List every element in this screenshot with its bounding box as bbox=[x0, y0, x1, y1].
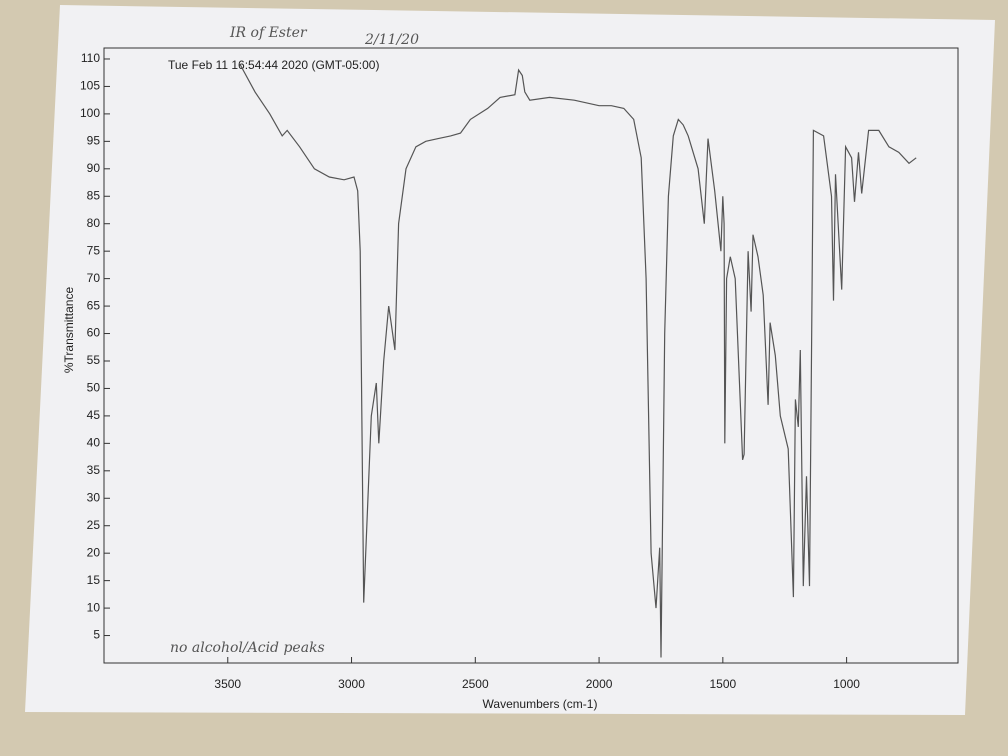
y-tick-label: 20 bbox=[87, 545, 101, 559]
y-tick-label: 85 bbox=[87, 188, 101, 202]
y-tick-label: 110 bbox=[81, 51, 100, 65]
handwritten-title: IR of Ester bbox=[229, 25, 308, 41]
x-axis-label: Wavenumbers (cm-1) bbox=[483, 697, 598, 711]
y-tick-label: 100 bbox=[80, 106, 100, 120]
y-tick-label: 105 bbox=[80, 79, 100, 93]
y-tick-label: 25 bbox=[87, 518, 101, 532]
x-tick-label: 2000 bbox=[586, 677, 613, 691]
y-tick-label: 65 bbox=[87, 298, 101, 312]
x-tick-label: 3500 bbox=[214, 677, 241, 691]
y-tick-label: 90 bbox=[87, 161, 101, 175]
x-tick-label: 1500 bbox=[709, 677, 736, 691]
y-tick-label: 15 bbox=[87, 573, 101, 587]
y-tick-label: 40 bbox=[87, 436, 101, 450]
y-tick-label: 95 bbox=[87, 134, 101, 148]
y-tick-label: 30 bbox=[87, 490, 101, 504]
spectrum-line bbox=[239, 64, 917, 658]
y-tick-label: 55 bbox=[87, 353, 101, 367]
y-tick-label: 75 bbox=[87, 243, 101, 257]
handwritten-note: no alcohol/Acid peaks bbox=[170, 640, 325, 656]
y-tick-label: 5 bbox=[93, 628, 100, 642]
handwritten-date: 2/11/20 bbox=[364, 32, 419, 48]
x-tick-label: 1000 bbox=[833, 677, 860, 691]
paper bbox=[25, 5, 995, 715]
y-tick-label: 50 bbox=[87, 381, 101, 395]
y-tick-label: 35 bbox=[87, 463, 101, 477]
plot-frame bbox=[103, 47, 959, 664]
y-tick-label: 45 bbox=[87, 408, 101, 422]
x-tick-label: 2500 bbox=[462, 677, 489, 691]
y-axis-label: %Transmittance bbox=[62, 287, 76, 374]
y-tick-label: 80 bbox=[87, 216, 101, 230]
y-tick-label: 60 bbox=[87, 326, 101, 340]
y-tick-label: 10 bbox=[87, 600, 101, 614]
x-tick-label: 3000 bbox=[338, 677, 365, 691]
y-tick-label: 70 bbox=[87, 271, 101, 285]
timestamp: Tue Feb 11 16:54:44 2020 (GMT-05:00) bbox=[168, 58, 379, 72]
